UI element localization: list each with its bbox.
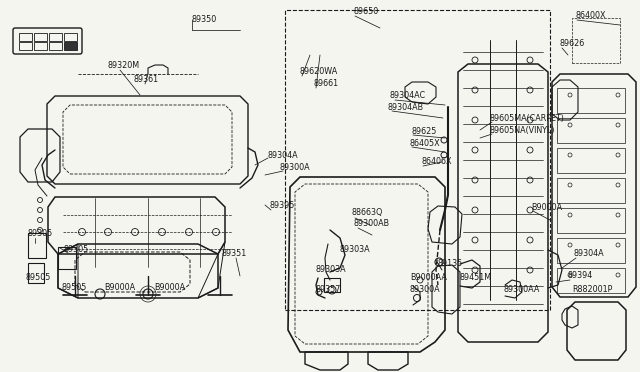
Text: 89350: 89350 <box>192 16 217 25</box>
Text: 89650: 89650 <box>354 7 380 16</box>
Text: B9000AA: B9000AA <box>410 273 447 282</box>
Text: 89304AB: 89304AB <box>388 103 424 112</box>
Text: 89300AA: 89300AA <box>503 285 540 295</box>
Text: 89303A: 89303A <box>316 266 347 275</box>
Text: 89305: 89305 <box>28 228 53 237</box>
Text: 89304A: 89304A <box>268 151 299 160</box>
Text: 86400X: 86400X <box>576 12 607 20</box>
Text: 89620WA: 89620WA <box>300 67 339 77</box>
Text: 89605NA(VINYL): 89605NA(VINYL) <box>490 125 556 135</box>
Bar <box>64 33 77 41</box>
Bar <box>28 233 46 258</box>
Text: 89605MA(CARPET): 89605MA(CARPET) <box>490 113 565 122</box>
Bar <box>19 33 32 41</box>
Text: 89626: 89626 <box>559 39 584 48</box>
Bar <box>324 278 340 292</box>
Text: 89451M: 89451M <box>460 273 492 282</box>
Text: 89300A: 89300A <box>280 164 310 173</box>
Bar <box>557 208 625 233</box>
Text: 88663Q: 88663Q <box>352 208 383 218</box>
Text: B9000A: B9000A <box>104 283 135 292</box>
Bar <box>557 148 625 173</box>
Text: 89135: 89135 <box>437 260 462 269</box>
Text: 89320M: 89320M <box>108 61 140 71</box>
Text: 86405X: 86405X <box>410 138 440 148</box>
Text: R882001P: R882001P <box>572 285 612 295</box>
Bar <box>557 238 625 263</box>
Text: 89300AB: 89300AB <box>354 219 390 228</box>
Bar <box>49 33 62 41</box>
Bar <box>557 268 625 293</box>
Bar <box>19 42 32 50</box>
Bar <box>557 88 625 113</box>
Text: 89625: 89625 <box>411 126 436 135</box>
Text: 89661: 89661 <box>314 80 339 89</box>
Text: 89357: 89357 <box>316 285 341 295</box>
Text: 89395: 89395 <box>269 202 294 211</box>
Bar <box>557 118 625 143</box>
Text: B9000A: B9000A <box>154 283 185 292</box>
Text: 89305: 89305 <box>63 244 88 253</box>
Bar <box>58 247 76 269</box>
Bar <box>28 263 44 283</box>
Bar <box>34 42 47 50</box>
Text: 89505: 89505 <box>61 283 86 292</box>
Text: 89300A: 89300A <box>410 285 440 295</box>
Bar <box>285 10 550 310</box>
Text: 89303A: 89303A <box>339 246 370 254</box>
Text: 86406X: 86406X <box>421 157 451 167</box>
Bar <box>49 42 62 50</box>
Bar <box>572 18 620 63</box>
Text: 89304AC: 89304AC <box>390 92 426 100</box>
Text: 89304A: 89304A <box>574 250 605 259</box>
Text: 89394: 89394 <box>568 272 593 280</box>
Text: B9000A: B9000A <box>531 202 562 212</box>
Text: 89351: 89351 <box>222 250 247 259</box>
Bar <box>64 42 77 50</box>
Bar <box>34 33 47 41</box>
Bar <box>557 178 625 203</box>
Text: 89505: 89505 <box>25 273 51 282</box>
Text: 89361: 89361 <box>133 76 158 84</box>
